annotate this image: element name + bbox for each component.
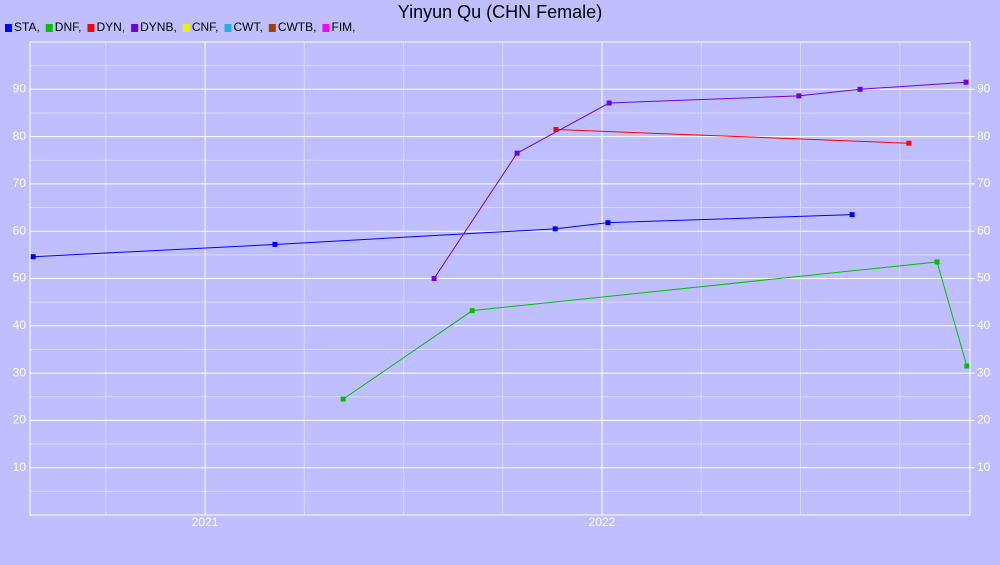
point-marker bbox=[906, 140, 912, 146]
point-marker bbox=[857, 86, 863, 92]
y-tick-label: 50 bbox=[13, 271, 27, 285]
point-marker bbox=[340, 396, 346, 402]
legend-label: CWTB, bbox=[278, 20, 317, 34]
y-tick-label: 70 bbox=[13, 176, 27, 190]
legend-label: FIM, bbox=[331, 20, 355, 34]
point-marker bbox=[934, 259, 940, 265]
y2-tick-label: 10 bbox=[977, 460, 991, 474]
plot-border bbox=[29, 41, 971, 516]
y2-tick-label: 60 bbox=[977, 223, 991, 237]
legend-label: CNF, bbox=[192, 20, 219, 34]
point-marker bbox=[606, 100, 612, 106]
legend-swatch bbox=[268, 24, 276, 32]
y2-tick-label: 80 bbox=[977, 129, 991, 143]
y-tick-label: 90 bbox=[13, 81, 27, 95]
point-marker bbox=[469, 308, 475, 314]
y-tick-label: 10 bbox=[13, 460, 27, 474]
point-marker bbox=[272, 241, 278, 247]
series-line bbox=[342, 261, 968, 400]
point-marker bbox=[30, 254, 36, 260]
y2-tick-label: 70 bbox=[977, 176, 991, 190]
legend-swatch bbox=[322, 24, 330, 32]
legend-swatch bbox=[224, 24, 232, 32]
legend-label: DYNB, bbox=[140, 20, 177, 34]
point-marker bbox=[964, 363, 970, 369]
series-line bbox=[555, 129, 909, 144]
point-marker bbox=[514, 150, 520, 156]
legend-swatch bbox=[5, 24, 12, 32]
point-marker bbox=[605, 220, 611, 226]
legend-swatch bbox=[87, 24, 95, 32]
legend-swatch bbox=[182, 24, 190, 32]
x-tick-label: 2022 bbox=[589, 515, 616, 529]
y-tick-label: 20 bbox=[13, 413, 27, 427]
point-marker bbox=[849, 212, 855, 218]
y-tick-label: 80 bbox=[13, 129, 27, 143]
point-marker bbox=[963, 79, 969, 85]
y-tick-label: 40 bbox=[13, 318, 27, 332]
point-marker bbox=[796, 93, 802, 99]
y2-tick-label: 40 bbox=[977, 318, 991, 332]
legend-label: CWT, bbox=[233, 20, 262, 34]
legend-label: DYN, bbox=[96, 20, 125, 34]
y2-tick-label: 30 bbox=[977, 365, 991, 379]
point-marker bbox=[553, 127, 559, 133]
x-tick-label: 2021 bbox=[192, 515, 219, 529]
legend-swatch bbox=[131, 24, 139, 32]
y2-tick-label: 50 bbox=[977, 271, 991, 285]
y-tick-label: 60 bbox=[13, 223, 27, 237]
legend-label: DNF, bbox=[55, 20, 82, 34]
series-line bbox=[433, 81, 967, 279]
chart-title: Yinyun Qu (CHN Female) bbox=[398, 2, 602, 22]
y2-tick-label: 90 bbox=[977, 81, 991, 95]
point-marker bbox=[552, 226, 558, 232]
y2-tick-label: 20 bbox=[977, 413, 991, 427]
legend-label: STA, bbox=[14, 20, 40, 34]
point-marker bbox=[431, 276, 437, 281]
legend-swatch bbox=[45, 24, 53, 32]
y-tick-label: 30 bbox=[13, 365, 27, 379]
